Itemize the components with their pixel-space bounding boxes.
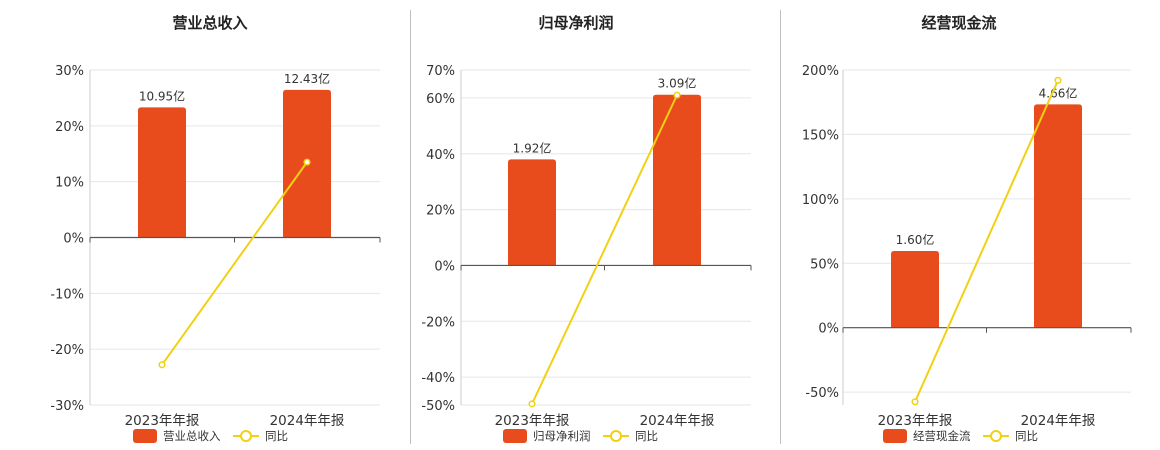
yoy-point: [303, 158, 311, 166]
chart-title: 营业总收入: [172, 14, 247, 32]
legend-label-line: 同比: [265, 429, 288, 443]
y-tick-label: 150%: [802, 128, 839, 143]
y-tick-label: 70%: [426, 64, 455, 79]
y-tick-label: 20%: [55, 120, 84, 135]
bar: [653, 94, 701, 266]
y-tick-label: -50%: [805, 386, 839, 401]
chart-title: 经营现金流: [921, 14, 996, 32]
y-tick-label: -20%: [50, 343, 84, 358]
y-tick-label: 50%: [810, 257, 839, 272]
y-tick-label: -40%: [421, 371, 455, 386]
chart-panel-net-profit: 归母净利润 70% 60% 40% 20% 0% -20% -40% -50% 1.92亿 3.09…: [411, 0, 779, 450]
legend-swatch-marker: [240, 430, 252, 442]
legend-label-bar: 营业总收入: [163, 429, 221, 443]
yoy-point: [158, 361, 166, 369]
x-category-label: 2024年年报: [270, 413, 345, 429]
x-category-label: 2023年年报: [125, 413, 200, 429]
y-tick-label: -30%: [50, 399, 84, 414]
legend-label-bar: 经营现金流: [913, 429, 971, 443]
y-tick-label: 30%: [55, 64, 84, 79]
legend-label-bar: 归母净利润: [533, 429, 591, 443]
x-category-label: 2023年年报: [495, 413, 570, 429]
panel-divider: [780, 10, 781, 444]
y-tick-label: -20%: [421, 315, 455, 330]
y-tick-label: 0%: [63, 232, 84, 247]
y-tick-label: 0%: [818, 322, 839, 337]
y-tick-label: 100%: [802, 193, 839, 208]
cash-flow-chart: 经营现金流 200% 150% 100% 50% 0% -50% 1.60亿 4.66亿 2023…: [802, 14, 1132, 443]
legend-label-line: 同比: [635, 429, 658, 443]
y-tick-label: 40%: [426, 148, 455, 163]
y-tick-label: 10%: [55, 176, 84, 191]
yoy-line: [914, 79, 1059, 403]
bar-data-label: 3.09亿: [658, 76, 697, 91]
bar: [138, 107, 186, 238]
yoy-point: [911, 398, 919, 406]
yoy-line: [161, 161, 308, 366]
revenue-chart: 营业总收入 30% 20% 10% 0% -10% -20% -30% 10.95亿 12.43亿…: [50, 14, 381, 443]
bar-data-label: 4.66亿: [1039, 85, 1078, 100]
legend-label-line: 同比: [1015, 429, 1038, 443]
chart-panel-cash-flow: 经营现金流 200% 150% 100% 50% 0% -50% 1.60亿 4.66亿 2023…: [781, 0, 1160, 450]
y-tick-label: 0%: [434, 259, 455, 274]
yoy-point: [673, 91, 681, 99]
bar: [508, 159, 556, 266]
legend-swatch-bar: [503, 429, 527, 443]
chart-panel-revenue: 营业总收入 30% 20% 10% 0% -10% -20% -30% 10.95亿 12.43亿…: [0, 0, 408, 450]
bar: [891, 251, 939, 328]
y-tick-label: 200%: [802, 64, 839, 79]
bar-data-label: 10.95亿: [139, 88, 185, 103]
panel-divider: [410, 10, 411, 444]
y-tick-label: -50%: [421, 399, 455, 414]
chart-title: 归母净利润: [538, 14, 613, 32]
x-category-label: 2024年年报: [1021, 413, 1096, 429]
x-category-label: 2023年年报: [878, 413, 953, 429]
yoy-point: [1054, 76, 1062, 84]
bar-data-label: 1.60亿: [896, 232, 935, 247]
y-tick-label: -10%: [50, 287, 84, 302]
bar: [1034, 104, 1082, 328]
y-tick-label: 60%: [426, 92, 455, 107]
yoy-line: [531, 94, 678, 405]
y-tick-label: 20%: [426, 204, 455, 219]
yoy-point: [528, 400, 536, 408]
bar-data-label: 12.43亿: [284, 71, 330, 86]
bar-data-label: 1.92亿: [513, 140, 552, 155]
legend-swatch-bar: [133, 429, 157, 443]
x-category-label: 2024年年报: [640, 413, 715, 429]
legend-swatch-marker: [610, 430, 622, 442]
legend-swatch-marker: [990, 430, 1002, 442]
net-profit-chart: 归母净利润 70% 60% 40% 20% 0% -20% -40% -50% 1.92亿 3.09…: [421, 14, 752, 443]
legend-swatch-bar: [883, 429, 907, 443]
